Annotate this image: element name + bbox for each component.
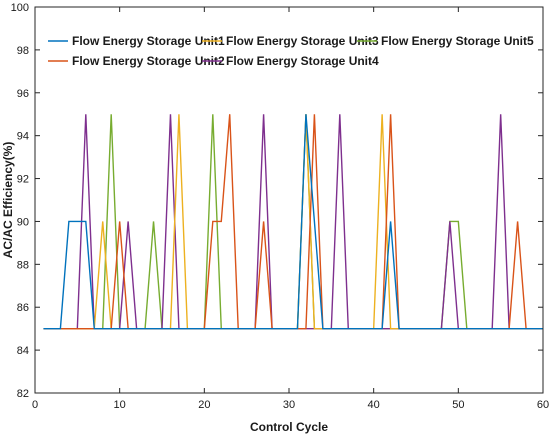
x-tick-label: 50 — [452, 399, 464, 411]
y-tick-label: 96 — [17, 88, 29, 100]
legend-label-unit5: Flow Energy Storage Unit5 — [381, 34, 534, 48]
plot-series — [43, 114, 543, 330]
y-tick-label: 94 — [17, 131, 29, 143]
x-tick-label: 10 — [114, 399, 126, 411]
legend-label-unit2: Flow Energy Storage Unit2 — [72, 54, 225, 68]
y-tick-label: 92 — [17, 174, 29, 186]
y-tick-label: 86 — [17, 302, 29, 314]
legend-label-unit3: Flow Energy Storage Unit3 — [226, 34, 379, 48]
y-tick-label: 84 — [17, 345, 29, 357]
x-tick-label: 20 — [198, 399, 210, 411]
y-axis: 82 84 86 88 90 92 94 96 98 100 — [11, 2, 543, 400]
x-axis: 0 10 20 30 40 50 60 — [32, 7, 549, 411]
y-tick-label: 88 — [17, 259, 29, 271]
x-axis-label: Control Cycle — [250, 420, 328, 434]
series-line-unit1 — [43, 114, 543, 330]
y-tick-label: 100 — [11, 2, 29, 14]
x-tick-label: 0 — [32, 399, 38, 411]
y-axis-label: AC/AC Efficiency(%) — [1, 142, 15, 259]
legend-label-unit1: Flow Energy Storage Unit1 — [72, 34, 225, 48]
y-tick-label: 82 — [17, 388, 29, 400]
x-tick-label: 60 — [537, 399, 549, 411]
legend-label-unit4: Flow Energy Storage Unit4 — [226, 54, 379, 68]
y-tick-label: 90 — [17, 216, 29, 228]
x-tick-label: 30 — [283, 399, 295, 411]
y-tick-label: 98 — [17, 45, 29, 57]
x-tick-label: 40 — [368, 399, 380, 411]
